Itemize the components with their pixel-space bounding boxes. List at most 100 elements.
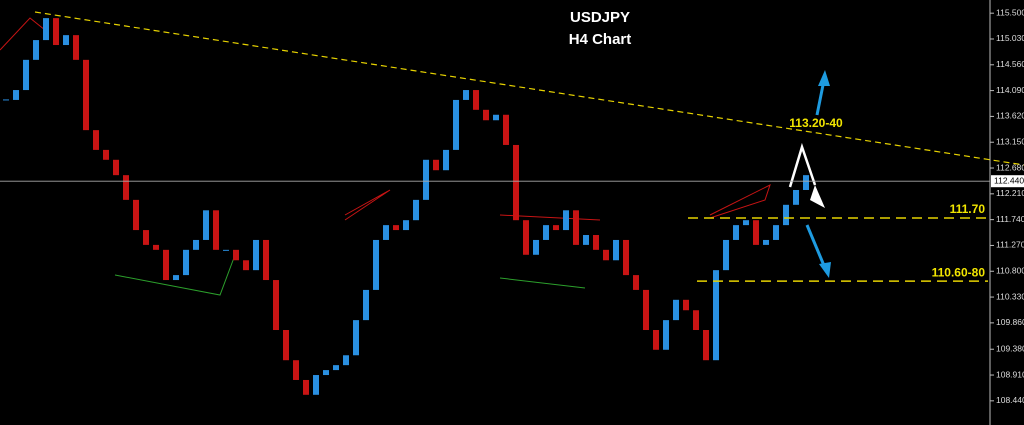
candle (323, 370, 329, 376)
candle (723, 239, 729, 271)
candle (703, 330, 709, 361)
candle (603, 249, 609, 261)
candle (423, 159, 429, 200)
y-tick-label: 115.500 (996, 7, 1024, 17)
arrow-head (818, 70, 830, 86)
candle (583, 235, 589, 245)
candle (763, 239, 769, 245)
candle (683, 299, 689, 311)
target-label: 113.20-40 (789, 116, 843, 130)
candle (193, 239, 199, 250)
candle (313, 375, 319, 395)
candle (553, 225, 559, 231)
candle (23, 59, 29, 91)
candle (643, 289, 649, 331)
y-tick-label: 108.910 (996, 369, 1024, 379)
candle (283, 330, 289, 361)
candle (113, 159, 119, 176)
candle (183, 249, 189, 276)
candle (483, 109, 489, 121)
candle (383, 225, 389, 240)
candle (293, 360, 299, 380)
candle (43, 18, 49, 41)
candle (743, 220, 749, 226)
candle (353, 320, 359, 356)
y-tick-label: 114.560 (996, 59, 1024, 69)
candle (243, 260, 249, 271)
candle (53, 18, 59, 46)
y-tick-label: 113.620 (996, 111, 1024, 121)
candle (373, 239, 379, 290)
candle (623, 239, 629, 276)
y-tick-label: 115.030 (996, 33, 1024, 43)
y-tick-label: 109.380 (996, 343, 1024, 353)
chart-subtitle: H4 Chart (569, 31, 632, 48)
candle (733, 225, 739, 240)
candle (663, 320, 669, 350)
candle (83, 59, 89, 131)
candle (753, 220, 759, 245)
pattern-line (344, 189, 391, 221)
candle (393, 225, 399, 231)
candle (473, 90, 479, 110)
candle (493, 114, 499, 121)
candle (523, 220, 529, 255)
candle (33, 40, 39, 60)
y-tick-label: 110.800 (996, 266, 1024, 276)
pattern-line (709, 184, 771, 219)
candle (73, 35, 79, 60)
candle (633, 275, 639, 290)
candle (453, 99, 459, 150)
y-tick-label: 110.330 (996, 291, 1024, 301)
y-tick-label: 111.270 (996, 240, 1024, 250)
pattern-line (499, 277, 586, 289)
scenario-arrow (788, 142, 817, 188)
candle (123, 175, 129, 200)
arrow-head (810, 185, 825, 208)
candle (253, 239, 259, 271)
candle (163, 249, 169, 281)
candle (303, 379, 309, 395)
candle (773, 225, 779, 240)
candle (713, 270, 719, 361)
candle (533, 239, 539, 255)
candle (573, 210, 579, 245)
candle (413, 199, 419, 221)
pattern-line (114, 254, 236, 296)
candle (343, 355, 349, 366)
candle (503, 114, 509, 145)
candle (443, 149, 449, 171)
candle (803, 175, 809, 190)
y-tick-label: 113.150 (996, 136, 1024, 146)
candle (593, 235, 599, 250)
y-tick-label: 111.740 (996, 214, 1024, 224)
candle (543, 225, 549, 240)
pattern-line (0, 17, 46, 51)
candle (653, 330, 659, 350)
level-label: 111.70 (950, 202, 986, 216)
candle (783, 204, 789, 226)
candle (173, 275, 179, 281)
arrow-head (819, 262, 831, 278)
candle (613, 239, 619, 261)
level-label: 110.60-80 (932, 265, 986, 279)
candle (793, 189, 799, 205)
candle (513, 144, 519, 221)
candle (63, 35, 69, 46)
candle (203, 210, 209, 240)
candle (103, 149, 109, 160)
last-price-label: 112.440 (994, 175, 1024, 185)
y-tick-label: 109.860 (996, 317, 1024, 327)
y-tick-label: 108.440 (996, 395, 1024, 405)
y-tick-label: 112.210 (996, 188, 1024, 198)
y-tick-label: 112.680 (996, 162, 1024, 172)
candle (223, 249, 229, 251)
candle (93, 130, 99, 150)
candle (153, 244, 159, 250)
candle (13, 90, 19, 100)
y-tick-label: 114.090 (996, 85, 1024, 95)
candle (133, 199, 139, 231)
candle (143, 230, 149, 245)
trendline (34, 11, 1024, 166)
